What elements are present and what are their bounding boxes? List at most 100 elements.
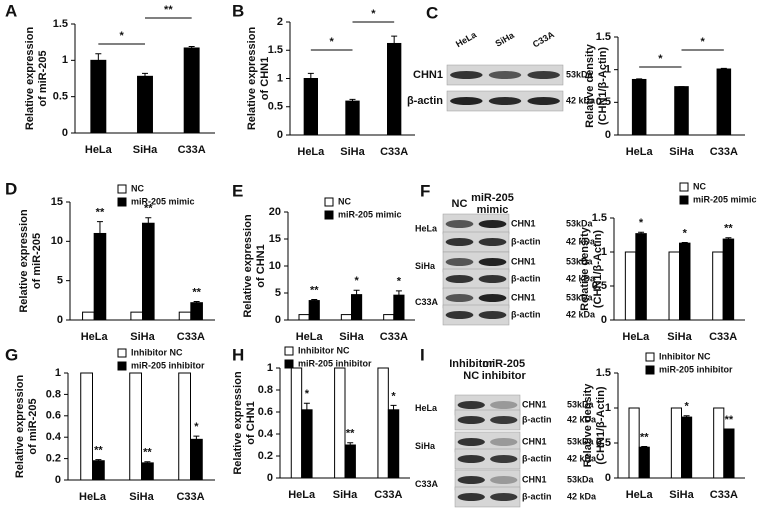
bar xyxy=(387,42,402,136)
blot-band xyxy=(527,71,560,79)
y-tick-label: 0 xyxy=(267,472,273,484)
panel-letter: F xyxy=(420,181,430,200)
bar xyxy=(393,294,405,321)
y-tick-label: 1 xyxy=(605,64,611,76)
blot-cell-line: HeLa xyxy=(415,403,438,413)
blot-band xyxy=(490,493,518,501)
y-axis-label: (CHN1/β-Actin) xyxy=(592,230,604,309)
blot-size: 53kDa xyxy=(566,69,594,79)
error-bar xyxy=(349,98,356,102)
y-tick-label: 0.2 xyxy=(258,450,273,462)
error-bar xyxy=(683,415,690,418)
bar xyxy=(345,100,360,136)
significance-star: ** xyxy=(164,4,173,16)
legend-label: Inhibitor NC xyxy=(298,345,350,355)
significance-star: ** xyxy=(310,284,319,296)
y-tick-label: 10 xyxy=(269,260,281,272)
panel-letter: E xyxy=(232,181,243,200)
error-bar xyxy=(96,221,103,234)
bar xyxy=(92,460,105,481)
y-tick-label: 0 xyxy=(601,314,607,326)
bar xyxy=(628,407,640,479)
significance-star: * xyxy=(701,36,706,48)
blot-band xyxy=(527,97,560,105)
y-tick-label: 1 xyxy=(62,54,68,66)
y-axis-label: of CHN1 xyxy=(255,244,267,287)
significance-star: * xyxy=(371,8,376,20)
y-tick-label: 0 xyxy=(275,314,281,326)
blot-protein: CHN1 xyxy=(511,292,536,302)
significance-star: ** xyxy=(640,431,649,443)
x-tick-label: C33A xyxy=(380,331,408,343)
x-tick-label: HeLa xyxy=(85,144,113,156)
error-bar xyxy=(391,35,398,44)
blot-size: 42 kDa xyxy=(566,236,596,246)
blot-size: 53kDa xyxy=(566,218,594,228)
bar xyxy=(631,78,647,136)
significance-star: * xyxy=(658,53,663,65)
error-bar xyxy=(188,46,195,48)
y-tick-label: 0.5 xyxy=(53,91,68,103)
blot-band xyxy=(457,476,485,484)
blot-column-label: Inhibitor xyxy=(449,358,494,370)
x-tick-label: HeLa xyxy=(81,331,109,343)
x-tick-label: C33A xyxy=(177,331,205,343)
bar xyxy=(387,409,400,479)
blot-size: 53kDa xyxy=(567,436,595,446)
y-axis-label: Relative density xyxy=(579,226,591,311)
bar xyxy=(129,372,143,481)
error-bar xyxy=(638,231,645,234)
error-bar xyxy=(303,402,310,410)
blot-band xyxy=(457,416,485,424)
significance-star: ** xyxy=(143,447,152,459)
bar xyxy=(141,462,154,481)
y-axis-label: Relative expression xyxy=(242,214,254,318)
significance-star: * xyxy=(391,390,396,402)
x-tick-label: SiHa xyxy=(130,331,155,343)
panel-letter: H xyxy=(232,345,244,364)
blot-protein: β-actin xyxy=(511,236,541,246)
blot-band xyxy=(445,311,474,319)
y-tick-label: 1.5 xyxy=(53,18,68,30)
y-tick-label: 0 xyxy=(605,129,611,141)
y-tick-label: 1.5 xyxy=(596,367,611,379)
bar xyxy=(712,251,724,321)
bar xyxy=(334,367,346,479)
x-tick-label: SiHa xyxy=(129,491,154,503)
blot-band xyxy=(478,238,507,246)
legend-swatch xyxy=(117,184,127,194)
bar xyxy=(340,314,352,321)
blot-strip xyxy=(454,448,521,470)
y-axis-label: (CHN1/β-Actin) xyxy=(595,386,607,465)
y-tick-label: 1 xyxy=(55,367,61,379)
y-axis-label: Relative expression xyxy=(14,375,26,479)
y-tick-label: 0.5 xyxy=(592,280,607,292)
blot-cell-line: SiHa xyxy=(415,261,436,271)
panel-letter: C xyxy=(426,3,438,22)
y-axis-label: Relative expression xyxy=(18,209,30,313)
significance-star: * xyxy=(684,401,689,413)
blot-band xyxy=(488,71,522,79)
panel-letter: G xyxy=(5,345,18,364)
blot-size: 42 kDa xyxy=(566,273,596,283)
blot-strip xyxy=(442,304,510,326)
x-tick-label: HeLa xyxy=(288,489,316,501)
bar xyxy=(679,242,691,321)
y-tick-label: 0.4 xyxy=(258,428,274,440)
blot-column-label: NC xyxy=(452,198,468,210)
y-tick-label: 0.6 xyxy=(258,406,273,418)
error-bar xyxy=(681,241,688,244)
bar xyxy=(190,302,203,321)
blot-protein: CHN1 xyxy=(522,474,547,484)
bar xyxy=(668,251,681,321)
significance-star: * xyxy=(354,275,359,287)
x-tick-label: SiHa xyxy=(667,331,692,343)
legend-swatch xyxy=(645,352,655,362)
legend-swatch xyxy=(679,182,689,192)
bar xyxy=(178,311,192,321)
blot-size: 53kDa xyxy=(566,256,594,266)
x-tick-label: C33A xyxy=(374,489,402,501)
bar xyxy=(298,314,310,321)
x-tick-label: C33A xyxy=(176,491,204,503)
